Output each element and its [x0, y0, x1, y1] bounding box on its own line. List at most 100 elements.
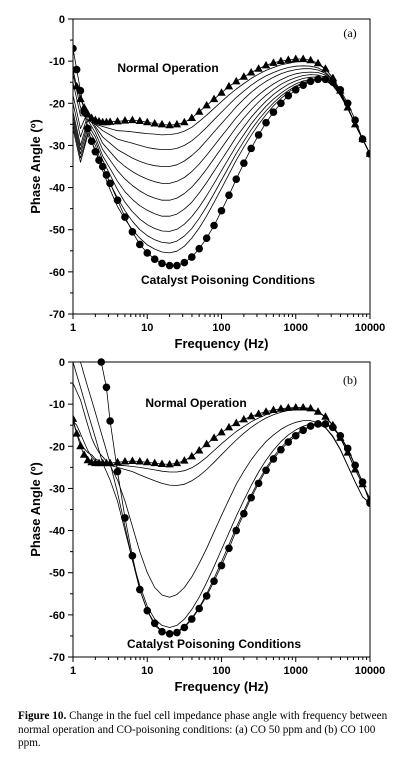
- triangle-marker: [195, 446, 204, 454]
- circle-marker: [73, 44, 77, 53]
- triangle-marker: [306, 55, 315, 64]
- x-tick-label: 100: [212, 665, 230, 677]
- y-tick-label: -10: [49, 56, 65, 68]
- x-tick-label: 1: [70, 665, 76, 677]
- circle-marker: [102, 171, 111, 179]
- triangle-marker: [239, 72, 249, 80]
- chart-panel-a: 0 -10 -20 -30 -40 -50 -60 -70 1 10 100 1000 10000 Fre…: [28, 14, 385, 351]
- circle-marker: [269, 455, 278, 463]
- triangle-marker: [165, 459, 174, 468]
- triangle-marker: [284, 55, 293, 63]
- circle-marker: [143, 249, 152, 257]
- triangle-marker: [269, 405, 278, 414]
- triangle-marker: [187, 451, 196, 460]
- triangle-marker: [157, 459, 167, 467]
- circle-marker: [113, 196, 122, 205]
- circle-marker: [102, 383, 111, 392]
- triangle-marker: [246, 68, 256, 76]
- circle-marker: [306, 77, 315, 86]
- circle-marker: [291, 431, 300, 440]
- circle-marker: [351, 116, 359, 124]
- circle-marker: [165, 630, 174, 638]
- circle-marker: [95, 156, 103, 164]
- circle-marker: [98, 162, 107, 171]
- x-tick-label: 1: [70, 322, 76, 334]
- y-tick-label: -20: [49, 441, 65, 453]
- circle-marker: [210, 221, 218, 230]
- annotation-normal-operation: Normal Operation: [145, 396, 246, 410]
- x-tick-label: 10: [141, 322, 153, 334]
- circle-marker: [232, 175, 241, 183]
- triangle-marker: [254, 64, 263, 72]
- triangle-marker: [261, 60, 271, 69]
- circle-marker: [366, 499, 370, 507]
- triangle-marker: [157, 119, 167, 128]
- y-tick-label: -30: [49, 140, 65, 152]
- circle-marker: [343, 444, 352, 453]
- intermediate-series-line: [73, 79, 370, 254]
- triangle-marker: [224, 422, 234, 431]
- y-tick-label: -70: [49, 652, 65, 664]
- circle-marker: [76, 86, 85, 95]
- circle-marker: [329, 423, 337, 432]
- triangle-marker: [143, 457, 152, 466]
- circle-marker: [195, 244, 204, 253]
- triangle-marker: [291, 54, 300, 63]
- triangle-marker: [135, 116, 145, 124]
- triangle-marker: [202, 439, 211, 448]
- circle-marker: [232, 526, 241, 535]
- triangle-marker: [105, 458, 115, 467]
- triangle-marker: [209, 94, 219, 103]
- circle-marker: [321, 420, 330, 428]
- circle-marker: [217, 561, 226, 570]
- circle-marker: [284, 91, 293, 100]
- triangle-marker: [150, 458, 159, 467]
- circle-marker: [314, 420, 322, 428]
- triangle-marker: [224, 81, 234, 90]
- y-tick-label: -60: [49, 267, 65, 279]
- triangle-marker: [313, 58, 323, 67]
- circle-marker: [106, 179, 114, 188]
- circle-marker: [143, 606, 152, 615]
- y-axis-title: Phase Angle (º): [28, 119, 43, 214]
- panel-label: (a): [343, 26, 356, 40]
- circle-marker: [225, 191, 233, 199]
- plot-area: [73, 358, 370, 638]
- x-tick-label: 100: [212, 322, 230, 334]
- triangle-marker: [232, 76, 241, 85]
- triangle-marker: [79, 450, 89, 458]
- circle-marker: [254, 479, 263, 488]
- circle-marker: [336, 86, 345, 94]
- triangle-marker: [246, 411, 256, 420]
- circle-marker: [314, 75, 322, 84]
- circle-marker: [336, 431, 345, 440]
- circle-marker: [329, 78, 337, 87]
- circle-marker: [269, 108, 278, 116]
- triangle-marker: [172, 119, 182, 128]
- circle-marker: [97, 358, 106, 366]
- circle-marker: [165, 261, 174, 270]
- triangle-marker: [195, 107, 204, 115]
- circle-marker: [366, 150, 370, 158]
- circle-marker: [358, 478, 367, 486]
- triangle-marker: [306, 403, 315, 412]
- circle-marker: [187, 253, 196, 261]
- annotation-catalyst-poisoning: Catalyst Poisoning Conditions: [127, 637, 301, 651]
- circle-marker: [128, 552, 137, 560]
- triangle-marker: [254, 409, 263, 417]
- circle-marker: [291, 86, 300, 94]
- circle-marker: [247, 493, 255, 502]
- circle-marker: [180, 258, 189, 267]
- triangle-marker: [232, 418, 241, 427]
- circle-marker: [73, 65, 81, 74]
- y-tick-label: -40: [49, 526, 65, 538]
- intermediate-series-line: [73, 68, 370, 167]
- circle-marker: [277, 99, 285, 108]
- circle-marker: [136, 585, 144, 594]
- circle-marker: [195, 604, 204, 613]
- intermediate-series-line: [73, 74, 370, 201]
- circle-marker: [180, 623, 189, 632]
- triangle-marker: [187, 113, 196, 122]
- circle-marker: [240, 159, 248, 167]
- panel-label: (b): [343, 373, 357, 387]
